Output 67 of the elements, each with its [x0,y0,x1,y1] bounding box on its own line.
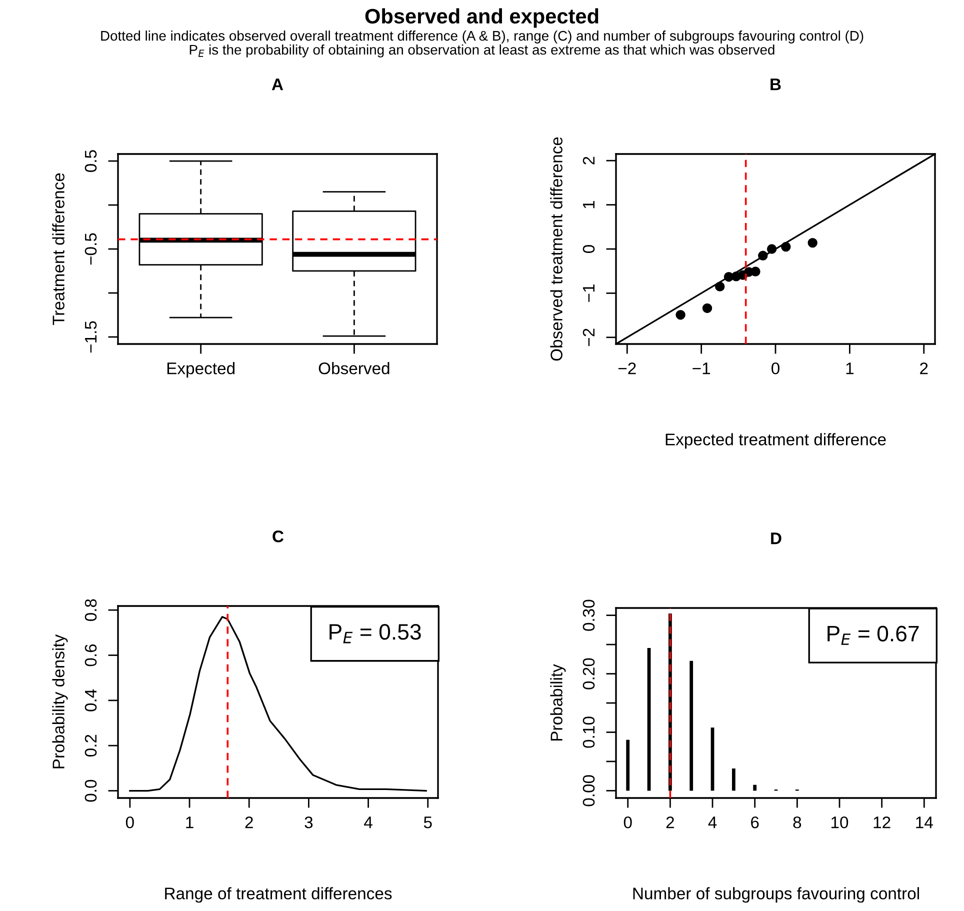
x-axis-title: Range of treatment differences [165,887,392,903]
x-tick-label: 5 [424,816,432,828]
x-tick-label: 3 [304,816,313,828]
y-tick-label: −1.5 [85,321,97,353]
y-tick-label: 0.0 [84,780,97,802]
y-tick-label: 0.5 [84,150,97,172]
y-axis-title: Probability density [52,634,68,768]
y-tick-label: 2 [582,156,594,164]
chart-title: D [771,532,782,544]
annotation: P$_{E}$ = 0.67 [828,626,919,645]
y-tick-label: 0.8 [84,599,97,621]
annotation: P$_{E}$ = 0.53 [330,624,421,644]
x-tick-label: 1 [846,362,854,374]
x-tick-label: 2 [666,816,674,828]
x-tick-label: 2 [920,362,928,374]
x-tick-label: 2 [245,816,253,828]
x-tick-label: 0 [126,816,134,828]
point [715,282,725,292]
x-tick-label: 6 [751,816,759,828]
line-series [129,616,427,792]
x-tick-label: Observed [318,362,390,374]
y-tick-label: 0.10 [582,716,595,748]
x-tick-label: 12 [874,816,890,828]
point [702,303,712,314]
text: Dotted line indicates observed overall treatment difference (A & B), range (C) and number of subgroups favouring control (D) [101,30,864,44]
x-tick-label: 8 [793,816,802,828]
y-tick-label: 0 [582,245,595,253]
x-tick-label: −2 [618,362,636,374]
bar [753,784,757,791]
x-tick-label: 0 [624,816,632,828]
x-tick-label: 4 [708,816,717,828]
y-tick-label: 0.00 [582,775,595,806]
chart-title: B [770,78,781,90]
y-tick-label: 0.20 [582,658,595,690]
point [750,266,760,276]
x-tick-label: −1 [692,362,710,374]
point [781,242,791,252]
y-axis-title: Observed treatment difference [550,137,562,361]
point [766,244,777,254]
x-tick-label: 0 [772,362,780,374]
x-tick-label: 14 [916,816,933,828]
point [758,250,768,260]
x-tick-label: Expected [167,362,234,378]
y-axis-title: Treatment difference [52,173,64,326]
x-axis-title: Number of subgroups favouring control [633,887,919,903]
y-tick-label: 1 [583,200,594,208]
point [808,238,818,248]
y-tick-label: −0.5 [84,233,97,265]
chart-title: C [272,530,284,542]
point [676,310,686,320]
x-axis-title: Expected treatment difference [666,433,886,449]
y-tick-label: 0.4 [84,689,97,712]
y-axis-title: Probability [550,664,566,741]
y-tick-label: 0.2 [84,734,97,757]
text: Observed and expected [365,8,598,28]
y-tick-label: 0.30 [582,600,595,631]
text: P$_{E}$ is the probability of obtaining an observation at least as extreme as that which was observed [190,44,774,58]
chart-title: A [272,78,284,90]
bar [732,768,736,791]
x-tick-label: 10 [831,816,848,828]
bar [690,660,694,791]
y-tick-label: −1 [583,284,594,302]
x-tick-label: 4 [364,816,372,828]
x-tick-label: 1 [186,816,194,828]
y-tick-label: −2 [582,328,594,346]
y-tick-label: 0.6 [84,644,97,666]
bar [626,740,630,791]
